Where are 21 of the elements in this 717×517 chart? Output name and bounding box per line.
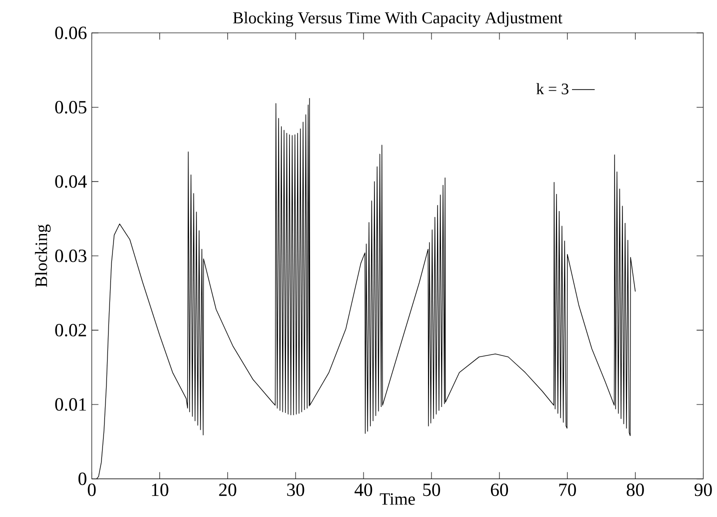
- x-axis-title: Time: [380, 493, 415, 505]
- y-tick-label: 0.05: [55, 101, 86, 114]
- x-tick-label: 10: [152, 484, 168, 496]
- legend-label: k = 3: [536, 83, 568, 94]
- y-tick-label: 0.02: [55, 324, 86, 337]
- x-tick-label: 40: [354, 484, 372, 496]
- x-tick-label: 80: [626, 484, 644, 496]
- x-tick-label: 30: [287, 484, 304, 496]
- y-axis-title: Blocking: [34, 224, 51, 288]
- y-tick-label: 0: [78, 472, 86, 486]
- y-tick-label: 0.01: [55, 398, 86, 411]
- y-tick-label: 0.06: [55, 26, 87, 40]
- x-tick-label: 60: [490, 484, 508, 496]
- x-tick-label: 0: [88, 484, 96, 496]
- x-tick-label: 50: [423, 484, 440, 496]
- y-tick-label: 0.03: [55, 250, 86, 262]
- x-tick-label: 70: [559, 484, 576, 496]
- x-tick-label: 90: [694, 484, 712, 496]
- chart-title: Blocking Versus Time With Capacity Adjustment: [233, 12, 562, 28]
- y-tick-label: 0.04: [55, 175, 87, 188]
- x-tick-label: 20: [219, 484, 236, 496]
